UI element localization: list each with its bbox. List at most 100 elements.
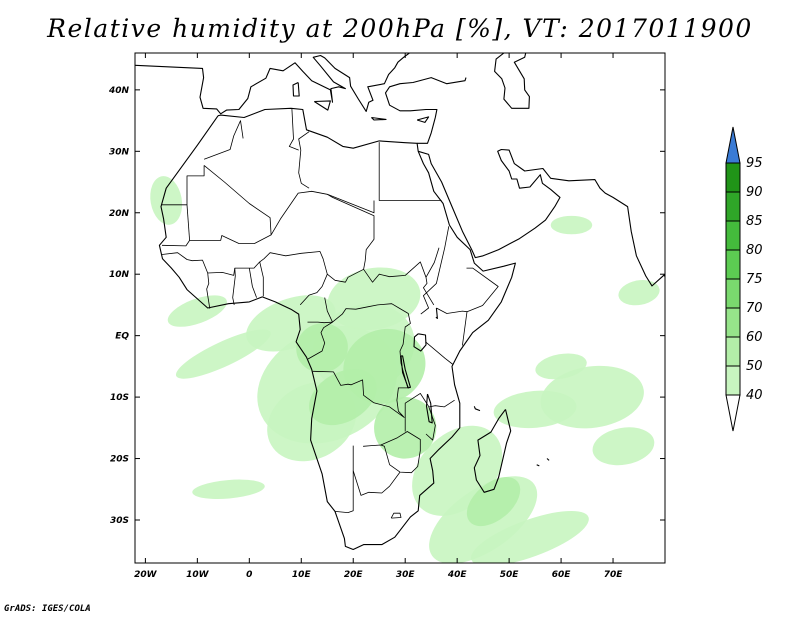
colorbar-segment (725, 162, 741, 193)
caspian-coastline (494, 53, 530, 109)
lon-tick-label: 30E (396, 570, 416, 580)
colorbar-segment (725, 249, 741, 280)
lon-tick-label: 60E (552, 570, 572, 580)
country-border (307, 321, 333, 360)
country-border (429, 399, 455, 408)
humidity-patch (466, 477, 521, 527)
lat-tick-label: 40N (108, 86, 130, 96)
lake-outline (413, 333, 427, 352)
humidity-patch (550, 215, 593, 235)
country-border (203, 120, 244, 160)
colorbar-label: 95 (746, 156, 763, 171)
humidity-patch (309, 369, 377, 426)
country-border (436, 307, 468, 346)
colorbar-label: 50 (746, 359, 763, 374)
country-border (425, 247, 440, 278)
europe-coastline (135, 53, 410, 115)
lon-tick-label: 20W (134, 570, 158, 580)
grads-credit: GrADS: IGES/COLA (4, 604, 91, 614)
humidity-patch (535, 353, 587, 380)
country-border (378, 142, 442, 201)
country-border (186, 204, 190, 241)
lon-tick-label: 20E (344, 570, 364, 580)
humidity-patch (150, 176, 183, 225)
colorbar-segment (725, 220, 741, 251)
coastlines (135, 53, 665, 551)
lat-tick-label: 30S (110, 516, 129, 526)
colorbar-label: 70 (746, 301, 763, 316)
island-outline (416, 116, 430, 123)
country-border (327, 268, 364, 283)
country-border (466, 267, 499, 313)
country-border (288, 108, 299, 151)
island-outline (536, 464, 540, 467)
island-outline (371, 116, 387, 121)
lake-outline (400, 355, 411, 389)
humidity-patch (167, 295, 227, 327)
island-outline (314, 100, 331, 111)
humidity-patch (592, 427, 655, 466)
lon-tick-label: 0 (246, 570, 252, 580)
madagascar-coastline (473, 409, 512, 493)
country-border (232, 268, 236, 305)
country-border (420, 226, 450, 315)
country-border (363, 431, 421, 474)
colorbar-segment (725, 307, 741, 338)
humidity-patch (540, 365, 644, 429)
country-border (259, 261, 264, 297)
humidity-patch (327, 267, 421, 331)
island-outline (546, 458, 550, 461)
country-border (312, 297, 411, 418)
lon-tick-label: 70E (604, 570, 624, 580)
lake-outline (425, 393, 433, 424)
country-border (334, 445, 354, 513)
country-border (298, 131, 310, 189)
colorbar-label: 90 (746, 185, 763, 200)
country-border (425, 341, 454, 365)
country-border (161, 252, 211, 309)
colorbar-segment (725, 365, 741, 396)
axis-ticks: 20W 10W 0 10E 20E 30E 40E 50E 60E 70E 40N 30N 20N 10N… (108, 53, 665, 580)
lon-tick-label: 40E (447, 570, 468, 580)
country-border (161, 165, 205, 206)
colorbar-segment (725, 278, 741, 309)
country-border (270, 190, 375, 236)
lon-tick-label: 50E (500, 570, 520, 580)
lat-tick-label: 30N (109, 147, 130, 157)
africa-coastline (158, 107, 516, 551)
colorbar: 40 50 60 70 75 80 85 90 95 (725, 126, 763, 432)
humidity-patch (192, 479, 265, 499)
lake-outline (435, 307, 438, 319)
colorbar-label: 75 (746, 272, 763, 287)
colorbar-label: 85 (746, 214, 763, 229)
arabia-coastline (418, 148, 665, 287)
humidity-patch (470, 510, 589, 563)
lon-tick-label: 10W (186, 570, 210, 580)
lat-tick-label: 10N (109, 270, 130, 280)
humidity-patch (175, 329, 271, 379)
colorbar-label: 80 (746, 243, 763, 258)
lon-tick-label: 10E (292, 570, 312, 580)
lat-tick-label: 20S (110, 455, 129, 465)
colorbar-over-triangle (725, 126, 741, 164)
colorbar-label: 60 (746, 330, 763, 345)
lat-tick-label: 10S (110, 393, 129, 403)
lat-tick-label: EQ (115, 332, 129, 342)
lat-tick-label: 20N (109, 209, 130, 219)
country-border (352, 470, 401, 496)
country-border (390, 512, 402, 519)
country-border (327, 193, 435, 306)
country-border (161, 165, 272, 247)
map-frame (134, 52, 666, 564)
map-title: Relative humidity at 200hPa [%], VT: 201… (47, 14, 753, 43)
country-border (248, 268, 257, 298)
colorbar-under-triangle (725, 394, 741, 432)
humidity-field (150, 176, 660, 563)
country-border (404, 393, 436, 441)
island-outline (473, 406, 481, 412)
country-border (307, 321, 333, 324)
humidity-patch (296, 323, 348, 373)
colorbar-segment (725, 336, 741, 367)
humidity-patch (618, 280, 660, 306)
